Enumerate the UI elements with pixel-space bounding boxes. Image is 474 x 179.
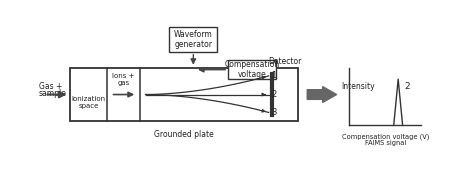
- Text: Ions +
gas: Ions + gas: [112, 73, 135, 86]
- Text: 2: 2: [272, 90, 277, 99]
- Text: 3: 3: [272, 108, 277, 117]
- Text: 1: 1: [272, 71, 277, 80]
- Text: Intensity: Intensity: [341, 82, 374, 91]
- Text: sample: sample: [39, 89, 67, 98]
- Text: Waveform
generator: Waveform generator: [174, 30, 213, 49]
- Text: Grounded plate: Grounded plate: [154, 130, 214, 139]
- Text: Ionization
space: Ionization space: [72, 96, 106, 109]
- Text: FAIMS signal: FAIMS signal: [365, 140, 406, 146]
- Bar: [228, 60, 276, 79]
- Bar: [70, 68, 298, 121]
- Text: 2: 2: [405, 82, 410, 91]
- Text: Compensation voltage (V): Compensation voltage (V): [342, 133, 429, 140]
- FancyArrow shape: [307, 87, 337, 102]
- Text: Compensation
voltage: Compensation voltage: [225, 60, 280, 79]
- Text: Gas +: Gas +: [39, 82, 63, 91]
- Text: Detector: Detector: [268, 57, 302, 66]
- Bar: [169, 27, 217, 52]
